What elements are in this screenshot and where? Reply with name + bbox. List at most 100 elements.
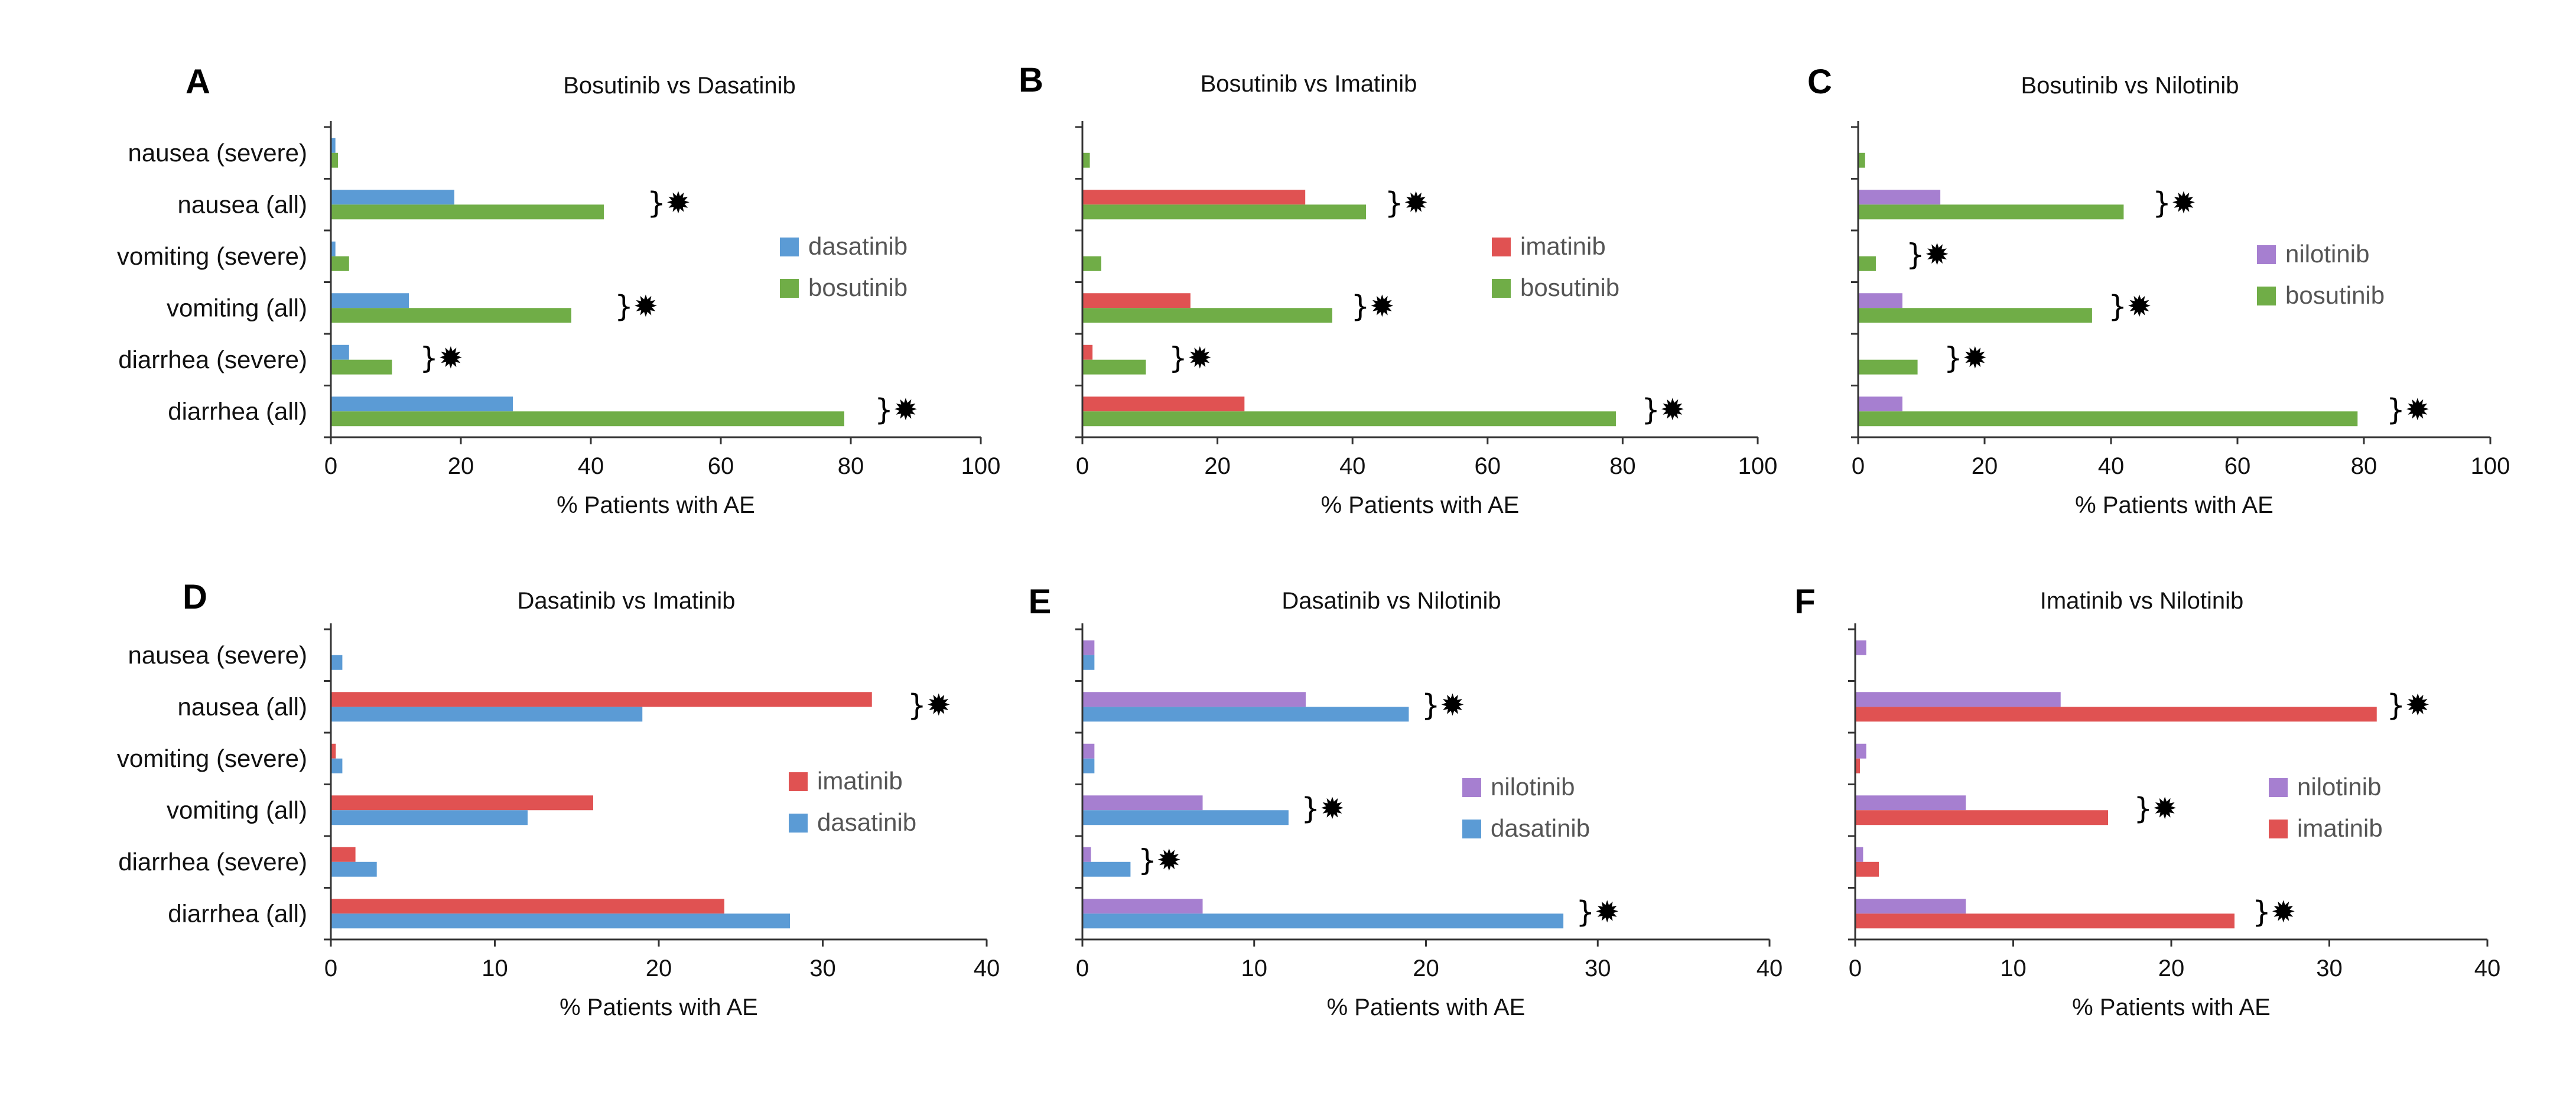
- panel-title: Dasatinib vs Nilotinib: [1282, 588, 1501, 614]
- x-tick-label: 10: [482, 955, 508, 981]
- significance-marker: }✹: [1422, 688, 1465, 722]
- bar-nilotinib-2: [1855, 743, 1866, 759]
- x-axis-title: % Patients with AE: [560, 994, 758, 1020]
- bar-bosutinib-4: [331, 359, 392, 375]
- panel-letter: B: [1019, 61, 1043, 99]
- bar-bosutinib-0: [1082, 152, 1090, 168]
- x-axis-title: % Patients with AE: [2072, 994, 2271, 1020]
- significance-marker: }✹: [2386, 688, 2430, 722]
- bar-imatinib-5: [1855, 913, 2235, 929]
- panel-title: Bosutinib vs Imatinib: [1201, 71, 1417, 97]
- x-tick-label: 30: [809, 955, 836, 981]
- legend-label-nilotinib: nilotinib: [2285, 240, 2369, 268]
- panel-title: Bosutinib vs Nilotinib: [2021, 73, 2239, 99]
- bar-bosutinib-0: [1858, 152, 1865, 168]
- bar-dasatinib-5: [1082, 913, 1564, 929]
- x-tick-label: 20: [646, 955, 672, 981]
- significance-marker: }✹: [1906, 238, 1950, 272]
- panel-letter: C: [1807, 63, 1832, 101]
- significance-marker: }✹: [1576, 895, 1619, 929]
- bar-dasatinib-3: [331, 810, 528, 825]
- x-tick-label: 40: [1339, 453, 1366, 479]
- significance-marker: }✹: [614, 289, 658, 323]
- x-tick-label: 10: [2000, 955, 2027, 981]
- bar-bosutinib-4: [1082, 359, 1146, 375]
- legend-swatch-imatinib: [789, 772, 808, 791]
- x-tick-label: 0: [1076, 453, 1089, 479]
- bar-dasatinib-1: [331, 707, 643, 722]
- bar-bosutinib-5: [1082, 411, 1616, 427]
- x-axis-title: % Patients with AE: [1327, 994, 1526, 1020]
- panel-letter: F: [1794, 583, 1815, 621]
- x-tick-label: 40: [2098, 453, 2125, 479]
- bar-imatinib-4: [1855, 861, 1879, 877]
- x-tick-label: 10: [1241, 955, 1268, 981]
- bar-nilotinib-5: [1858, 396, 1902, 412]
- bar-nilotinib-3: [1858, 293, 1902, 308]
- x-axis-title: % Patients with AE: [1321, 492, 1520, 518]
- x-tick-label: 100: [2471, 453, 2510, 479]
- bar-imatinib-2: [1855, 758, 1861, 773]
- bar-nilotinib-4: [1855, 847, 1863, 862]
- x-tick-label: 40: [2474, 955, 2501, 981]
- category-label: vomiting (severe): [117, 744, 307, 772]
- bar-dasatinib-4: [1082, 861, 1131, 877]
- bar-dasatinib-0: [331, 655, 343, 670]
- bar-imatinib-4: [331, 847, 356, 862]
- bar-dasatinib-3: [1082, 810, 1289, 825]
- panel-letter: D: [183, 578, 207, 616]
- bar-bosutinib-0: [331, 152, 339, 168]
- bar-nilotinib-2: [1082, 743, 1095, 759]
- x-tick-label: 0: [1849, 955, 1862, 981]
- category-label: nausea (all): [178, 692, 307, 720]
- bar-imatinib-3: [1082, 293, 1191, 308]
- significance-marker: }✹: [2252, 895, 2296, 929]
- category-label: nausea (severe): [128, 139, 308, 167]
- legend-label-nilotinib: nilotinib: [1491, 773, 1575, 801]
- legend-swatch-nilotinib: [2269, 778, 2288, 797]
- bar-imatinib-1: [331, 692, 872, 707]
- x-tick-label: 40: [974, 955, 1000, 981]
- significance-marker: }✹: [1351, 289, 1395, 323]
- significance-marker: }✹: [2386, 392, 2430, 427]
- x-axis-title: % Patients with AE: [557, 492, 755, 518]
- bar-bosutinib-5: [1858, 411, 2358, 427]
- x-tick-label: 80: [2351, 453, 2377, 479]
- significance-marker: }✹: [647, 186, 691, 220]
- significance-marker: }✹: [1301, 791, 1345, 825]
- significance-marker: }✹: [2152, 186, 2196, 220]
- legend-label-imatinib: imatinib: [2297, 814, 2383, 842]
- x-tick-label: 0: [324, 955, 337, 981]
- significance-marker: }✹: [1641, 392, 1685, 427]
- bar-dasatinib-2: [331, 758, 343, 773]
- x-tick-label: 60: [2224, 453, 2251, 479]
- significance-marker: }✹: [908, 688, 951, 722]
- legend-label-bosutinib: bosutinib: [1520, 274, 1619, 301]
- category-label: diarrhea (all): [168, 397, 307, 425]
- category-label: diarrhea (all): [168, 899, 307, 927]
- bar-dasatinib-4: [331, 861, 377, 877]
- bar-dasatinib-0: [1082, 655, 1095, 670]
- x-tick-label: 20: [1413, 955, 1439, 981]
- significance-marker: }✹: [1169, 341, 1212, 375]
- bar-imatinib-3: [1855, 810, 2108, 825]
- x-tick-label: 30: [2316, 955, 2343, 981]
- bar-imatinib-2: [331, 743, 336, 759]
- bar-dasatinib-1: [331, 190, 454, 205]
- x-tick-label: 60: [708, 453, 734, 479]
- panel-title: Bosutinib vs Dasatinib: [563, 73, 796, 99]
- bar-bosutinib-3: [1082, 308, 1332, 323]
- bar-dasatinib-4: [331, 344, 349, 360]
- significance-marker: }✹: [1385, 186, 1429, 220]
- legend-swatch-bosutinib: [780, 279, 799, 298]
- x-tick-label: 30: [1585, 955, 1611, 981]
- significance-marker: }✹: [874, 392, 918, 427]
- bar-bosutinib-3: [331, 308, 571, 323]
- legend-swatch-nilotinib: [2257, 245, 2276, 264]
- legend-label-dasatinib: dasatinib: [1491, 814, 1590, 842]
- bar-nilotinib-1: [1855, 692, 2061, 707]
- legend-swatch-dasatinib: [1462, 820, 1481, 838]
- x-tick-label: 60: [1475, 453, 1501, 479]
- significance-marker: }✹: [2133, 791, 2177, 825]
